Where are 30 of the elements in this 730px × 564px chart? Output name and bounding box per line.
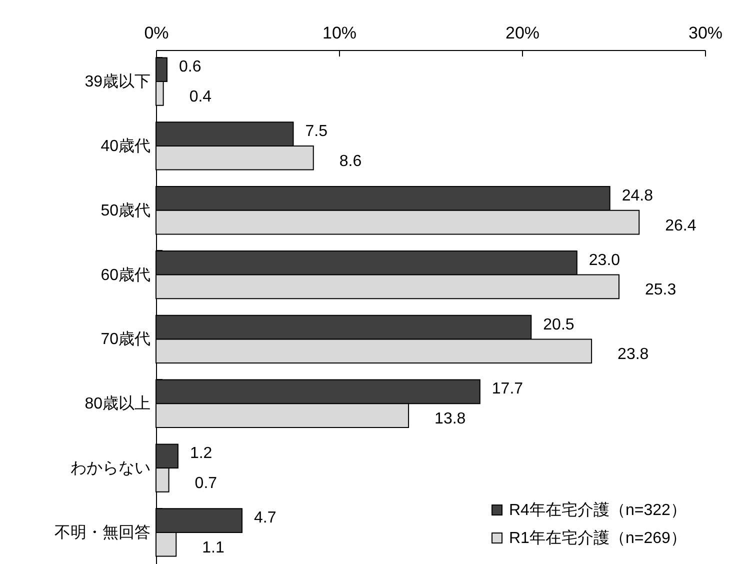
y-tick-label: 50歳代 bbox=[100, 201, 150, 220]
x-tick-label: 0% bbox=[144, 24, 169, 42]
data-label: 1.1 bbox=[202, 539, 224, 556]
data-label: 0.4 bbox=[189, 88, 212, 106]
data-label: 0.6 bbox=[178, 58, 202, 76]
data-label: 4.7 bbox=[254, 510, 276, 527]
y-tick-label: 80歳以上 bbox=[84, 394, 150, 413]
data-label: 0.7 bbox=[194, 474, 218, 492]
data-label: 17.7 bbox=[492, 380, 524, 398]
data-label: 8.6 bbox=[339, 152, 362, 170]
data-label: 25.3 bbox=[644, 282, 676, 299]
data-label: 13.8 bbox=[434, 410, 466, 428]
x-tick-label: 10% bbox=[322, 24, 357, 42]
x-tick-label: 30% bbox=[688, 24, 723, 42]
y-tick-label: 60歳代 bbox=[100, 266, 150, 284]
y-tick-label: わからない bbox=[70, 460, 150, 478]
legend-label: R4年在宅介護（n=322） bbox=[509, 501, 686, 519]
y-tick-label: 39歳以下 bbox=[84, 72, 150, 91]
data-label: 7.5 bbox=[305, 123, 328, 140]
data-label: 23.0 bbox=[588, 252, 620, 269]
y-tick-label: 70歳代 bbox=[100, 330, 150, 348]
data-label: 24.8 bbox=[622, 187, 654, 204]
data-label: 23.8 bbox=[618, 346, 649, 364]
x-tick-label: 20% bbox=[505, 24, 540, 42]
y-tick-label: 不明・無回答 bbox=[54, 524, 150, 542]
data-label: 1.2 bbox=[190, 445, 212, 462]
y-tick-label: 40歳代 bbox=[100, 136, 150, 155]
legend-label: R1年在宅介護（n=269） bbox=[509, 529, 686, 547]
data-label: 20.5 bbox=[543, 316, 574, 334]
data-label: 26.4 bbox=[665, 217, 696, 234]
